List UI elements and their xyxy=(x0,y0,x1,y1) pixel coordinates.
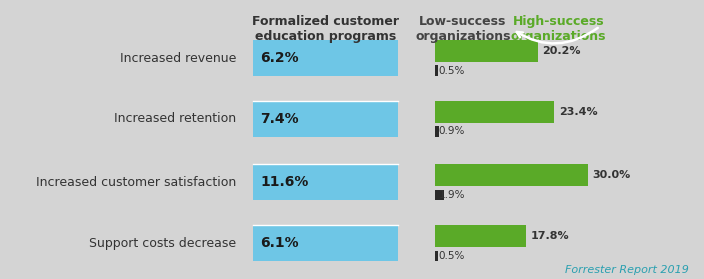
Text: Support costs decrease: Support costs decrease xyxy=(89,237,236,250)
Text: 0.5%: 0.5% xyxy=(439,251,465,261)
Text: Increased customer satisfaction: Increased customer satisfaction xyxy=(36,176,236,189)
Text: Forrester Report 2019: Forrester Report 2019 xyxy=(565,265,689,275)
Text: Increased revenue: Increased revenue xyxy=(120,52,236,64)
Bar xyxy=(434,190,444,200)
Text: Formalized customer
education programs: Formalized customer education programs xyxy=(252,15,398,43)
Text: 0.5%: 0.5% xyxy=(439,66,465,76)
Text: 11.6%: 11.6% xyxy=(260,175,309,189)
Text: Low-success
organizations: Low-success organizations xyxy=(415,15,510,43)
Bar xyxy=(434,164,588,186)
Bar xyxy=(434,126,439,137)
Text: 17.8%: 17.8% xyxy=(530,231,569,241)
Text: 6.2%: 6.2% xyxy=(260,51,299,65)
Text: 1.9%: 1.9% xyxy=(439,190,465,200)
Text: 20.2%: 20.2% xyxy=(543,46,581,56)
Text: 7.4%: 7.4% xyxy=(260,112,299,126)
Text: 0.9%: 0.9% xyxy=(439,126,465,136)
Text: 23.4%: 23.4% xyxy=(559,107,598,117)
Text: 30.0%: 30.0% xyxy=(593,170,631,181)
Bar xyxy=(434,225,526,247)
Bar xyxy=(434,66,438,76)
Text: Increased retention: Increased retention xyxy=(114,112,236,125)
Bar xyxy=(434,40,538,62)
Text: 6.1%: 6.1% xyxy=(260,236,299,250)
Bar xyxy=(434,101,554,123)
Text: High-success
organizations: High-success organizations xyxy=(510,15,606,43)
Bar xyxy=(434,251,438,261)
